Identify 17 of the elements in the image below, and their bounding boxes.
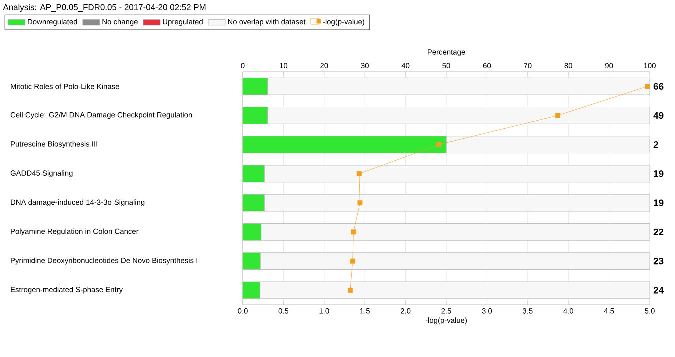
point <box>436 142 442 148</box>
point <box>358 200 363 206</box>
text: 2 <box>654 142 658 148</box>
point <box>556 113 561 118</box>
point <box>351 230 356 235</box>
text: Analysis: AP_P0.05_FDR0.05 - 2017-04-20 02:52 PM <box>3 4 206 12</box>
point <box>645 84 650 90</box>
text: 19 <box>654 170 664 178</box>
text: 49 <box>654 112 664 120</box>
point <box>348 288 353 293</box>
point <box>350 258 356 264</box>
point <box>356 171 362 176</box>
text: 19 <box>654 200 664 206</box>
text: 24 <box>654 287 664 294</box>
text: 22 <box>654 228 664 236</box>
text: 66 <box>654 83 664 90</box>
text: 23 <box>654 258 664 265</box>
